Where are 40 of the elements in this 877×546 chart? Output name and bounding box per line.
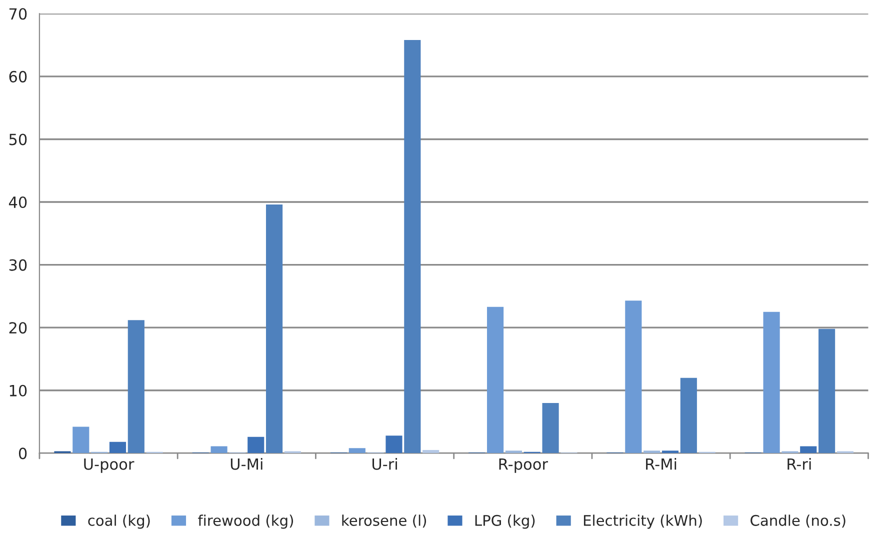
bar	[128, 320, 144, 454]
x-tick-label: U-Mi	[230, 458, 262, 470]
legend-label: Candle (no.s)	[750, 514, 846, 528]
bar	[662, 450, 679, 454]
y-tick-label: 20	[9, 322, 27, 334]
x-tick-label: U-ri	[372, 458, 397, 470]
legend-label: firewood (kg)	[198, 514, 294, 529]
legend-label: coal (kg)	[88, 514, 150, 529]
y-tick-label: 0	[18, 448, 27, 460]
x-tick-label: R-Mi	[646, 458, 676, 470]
bar	[348, 448, 366, 454]
y-tick-label: 40	[8, 196, 27, 208]
bar	[644, 450, 660, 454]
bar	[680, 378, 697, 454]
x-tick-label: R-poor	[499, 458, 548, 473]
legend-label: Electricity (kWh)	[584, 514, 702, 529]
bar	[210, 446, 228, 454]
y-tick-label: 70	[9, 8, 27, 20]
x-tick-label: R-ri	[788, 458, 811, 470]
bar	[248, 436, 264, 454]
x-tick-label: U-poor	[84, 458, 134, 473]
y-tick-label: 50	[9, 134, 27, 146]
bar	[625, 300, 642, 454]
y-tick-label: 60	[9, 70, 27, 82]
bar	[505, 450, 522, 454]
bar	[542, 402, 559, 454]
legend-label: kerosene (l)	[342, 514, 426, 528]
bar	[487, 306, 504, 454]
bar	[72, 426, 90, 454]
legend-label: LPG (kg)	[475, 514, 535, 529]
y-tick-label: 30	[9, 259, 27, 271]
bar	[800, 446, 817, 454]
bar	[422, 450, 440, 454]
bar	[404, 40, 421, 454]
bar	[763, 312, 780, 454]
bar	[266, 204, 283, 454]
y-tick-label: 10	[10, 384, 27, 396]
bar	[386, 436, 402, 454]
bar	[109, 442, 126, 454]
bar	[818, 328, 836, 454]
